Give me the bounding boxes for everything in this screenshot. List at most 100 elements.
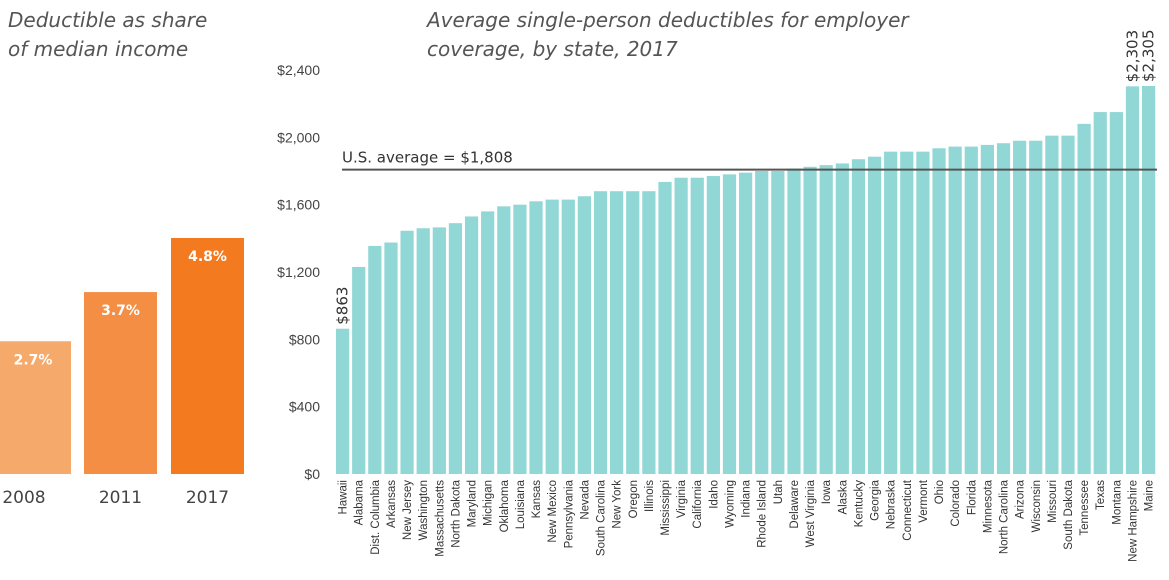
y-tick-label: $1,200 [277, 264, 320, 280]
state-label: Minnesota [982, 479, 994, 533]
state-bar [1125, 86, 1140, 474]
state-label: Nevada [579, 479, 591, 519]
state-bar [787, 168, 801, 474]
state-bar [336, 328, 350, 474]
state-bar [755, 171, 769, 474]
right-chart-y-axis: $0 $400 $800 $1,200 $1,600 $2,000 $2,400 [277, 62, 320, 482]
state-bar [400, 230, 414, 474]
state-label: Iowa [821, 479, 833, 504]
state-bar [416, 228, 430, 474]
state-label: Maine [1144, 480, 1156, 511]
state-bar [658, 181, 672, 475]
state-bar [1142, 85, 1156, 474]
state-label: Arizona [1015, 479, 1027, 519]
state-bar [642, 191, 656, 474]
state-bar [1029, 140, 1043, 474]
state-bar [851, 159, 866, 474]
state-bar [690, 177, 704, 474]
state-bar [867, 156, 882, 475]
state-bar [674, 177, 688, 474]
state-label: Connecticut [902, 479, 914, 541]
right-chart-x-axis: Hawaii Alabama Dist. Columbia Arkansas New J… [338, 479, 1156, 562]
left-chart-bars: 2.7% 2008 3.7% 2011 4.8% 2017 [0, 238, 244, 508]
state-bar [739, 172, 753, 474]
left-bar-label-2011: 3.7% [101, 303, 140, 319]
state-bar [1061, 135, 1075, 474]
state-bar [529, 201, 543, 475]
y-tick-label: $1,600 [277, 197, 320, 213]
state-bar [706, 176, 720, 475]
right-chart-bars [336, 85, 1156, 475]
state-bar [916, 151, 930, 474]
state-label: South Dakota [1063, 479, 1075, 549]
state-bar [1013, 140, 1027, 474]
state-label: Hawaii [338, 480, 350, 515]
y-tick-label: $0 [304, 466, 320, 482]
bar-value-label: $2,305 [1140, 29, 1158, 82]
state-bar [610, 191, 624, 474]
state-label: Oklahoma [499, 479, 511, 532]
state-bar [448, 223, 463, 474]
state-bar [948, 146, 962, 474]
state-label: Louisiana [515, 479, 527, 529]
state-label: West Virginia [805, 479, 817, 547]
state-bar [996, 143, 1011, 474]
state-label: Delaware [789, 480, 801, 529]
state-label: Rhode Island [757, 480, 769, 548]
state-label: New Mexico [547, 480, 559, 543]
bar-value-label: $2,303 [1123, 30, 1141, 83]
state-bar [884, 151, 898, 474]
state-label: Montana [1111, 479, 1123, 524]
state-label: Pennsylvania [563, 479, 575, 548]
left-chart-title-line-1: Deductible as share [8, 8, 207, 32]
right-chart-annotations: U.S. average = $1,808 $863 $2,303$2,305 [334, 29, 1158, 324]
state-bar [964, 146, 978, 474]
state-bar [593, 191, 608, 474]
state-label: Indiana [741, 479, 753, 517]
y-tick-label: $800 [289, 331, 320, 347]
state-label: Arkansas [386, 480, 398, 528]
state-label: Michigan [483, 480, 495, 526]
state-label: Dist. Columbia [370, 479, 382, 554]
state-label: Nebraska [886, 479, 898, 529]
state-bar [464, 216, 479, 474]
y-tick-label: $2,000 [277, 129, 320, 145]
state-bar [980, 144, 994, 475]
state-bar [819, 165, 833, 474]
state-label: California [692, 479, 704, 528]
state-bar [835, 163, 849, 475]
state-bar [481, 211, 495, 474]
state-bar [932, 148, 946, 474]
state-label: Missouri [1047, 480, 1059, 523]
left-bar-label-2017: 4.8% [188, 249, 227, 265]
left-bar-2008 [0, 341, 71, 474]
state-label: Kansas [531, 480, 543, 519]
state-label: Wisconsin [1031, 480, 1043, 532]
y-tick-label: $400 [289, 399, 320, 415]
state-label: North Dakota [450, 479, 462, 547]
state-bar [384, 242, 398, 474]
state-bar [900, 151, 914, 474]
us-average-label: U.S. average = $1,808 [342, 149, 513, 167]
state-bar [545, 199, 559, 474]
state-bar [352, 266, 366, 474]
state-label: Illinois [644, 480, 656, 512]
state-label: Kentucky [853, 480, 865, 528]
state-bar [513, 204, 527, 474]
left-year-label-2008: 2008 [2, 488, 45, 508]
state-label: Colorado [950, 480, 962, 527]
state-label: Florida [966, 479, 978, 515]
state-label: New Hampshire [1127, 480, 1139, 562]
state-label: Vermont [918, 479, 930, 523]
left-bar-label-2008: 2.7% [14, 352, 53, 368]
state-bar [561, 199, 575, 474]
state-label: Massachusetts [434, 480, 446, 557]
state-label: Virginia [676, 479, 688, 518]
state-bar [771, 171, 785, 474]
left-year-label-2017: 2017 [186, 488, 229, 508]
left-bar-2011 [84, 292, 157, 474]
state-bar [1109, 112, 1123, 474]
right-chart-title-line-2: coverage, by state, 2017 [427, 37, 678, 61]
state-label: Georgia [870, 479, 882, 521]
